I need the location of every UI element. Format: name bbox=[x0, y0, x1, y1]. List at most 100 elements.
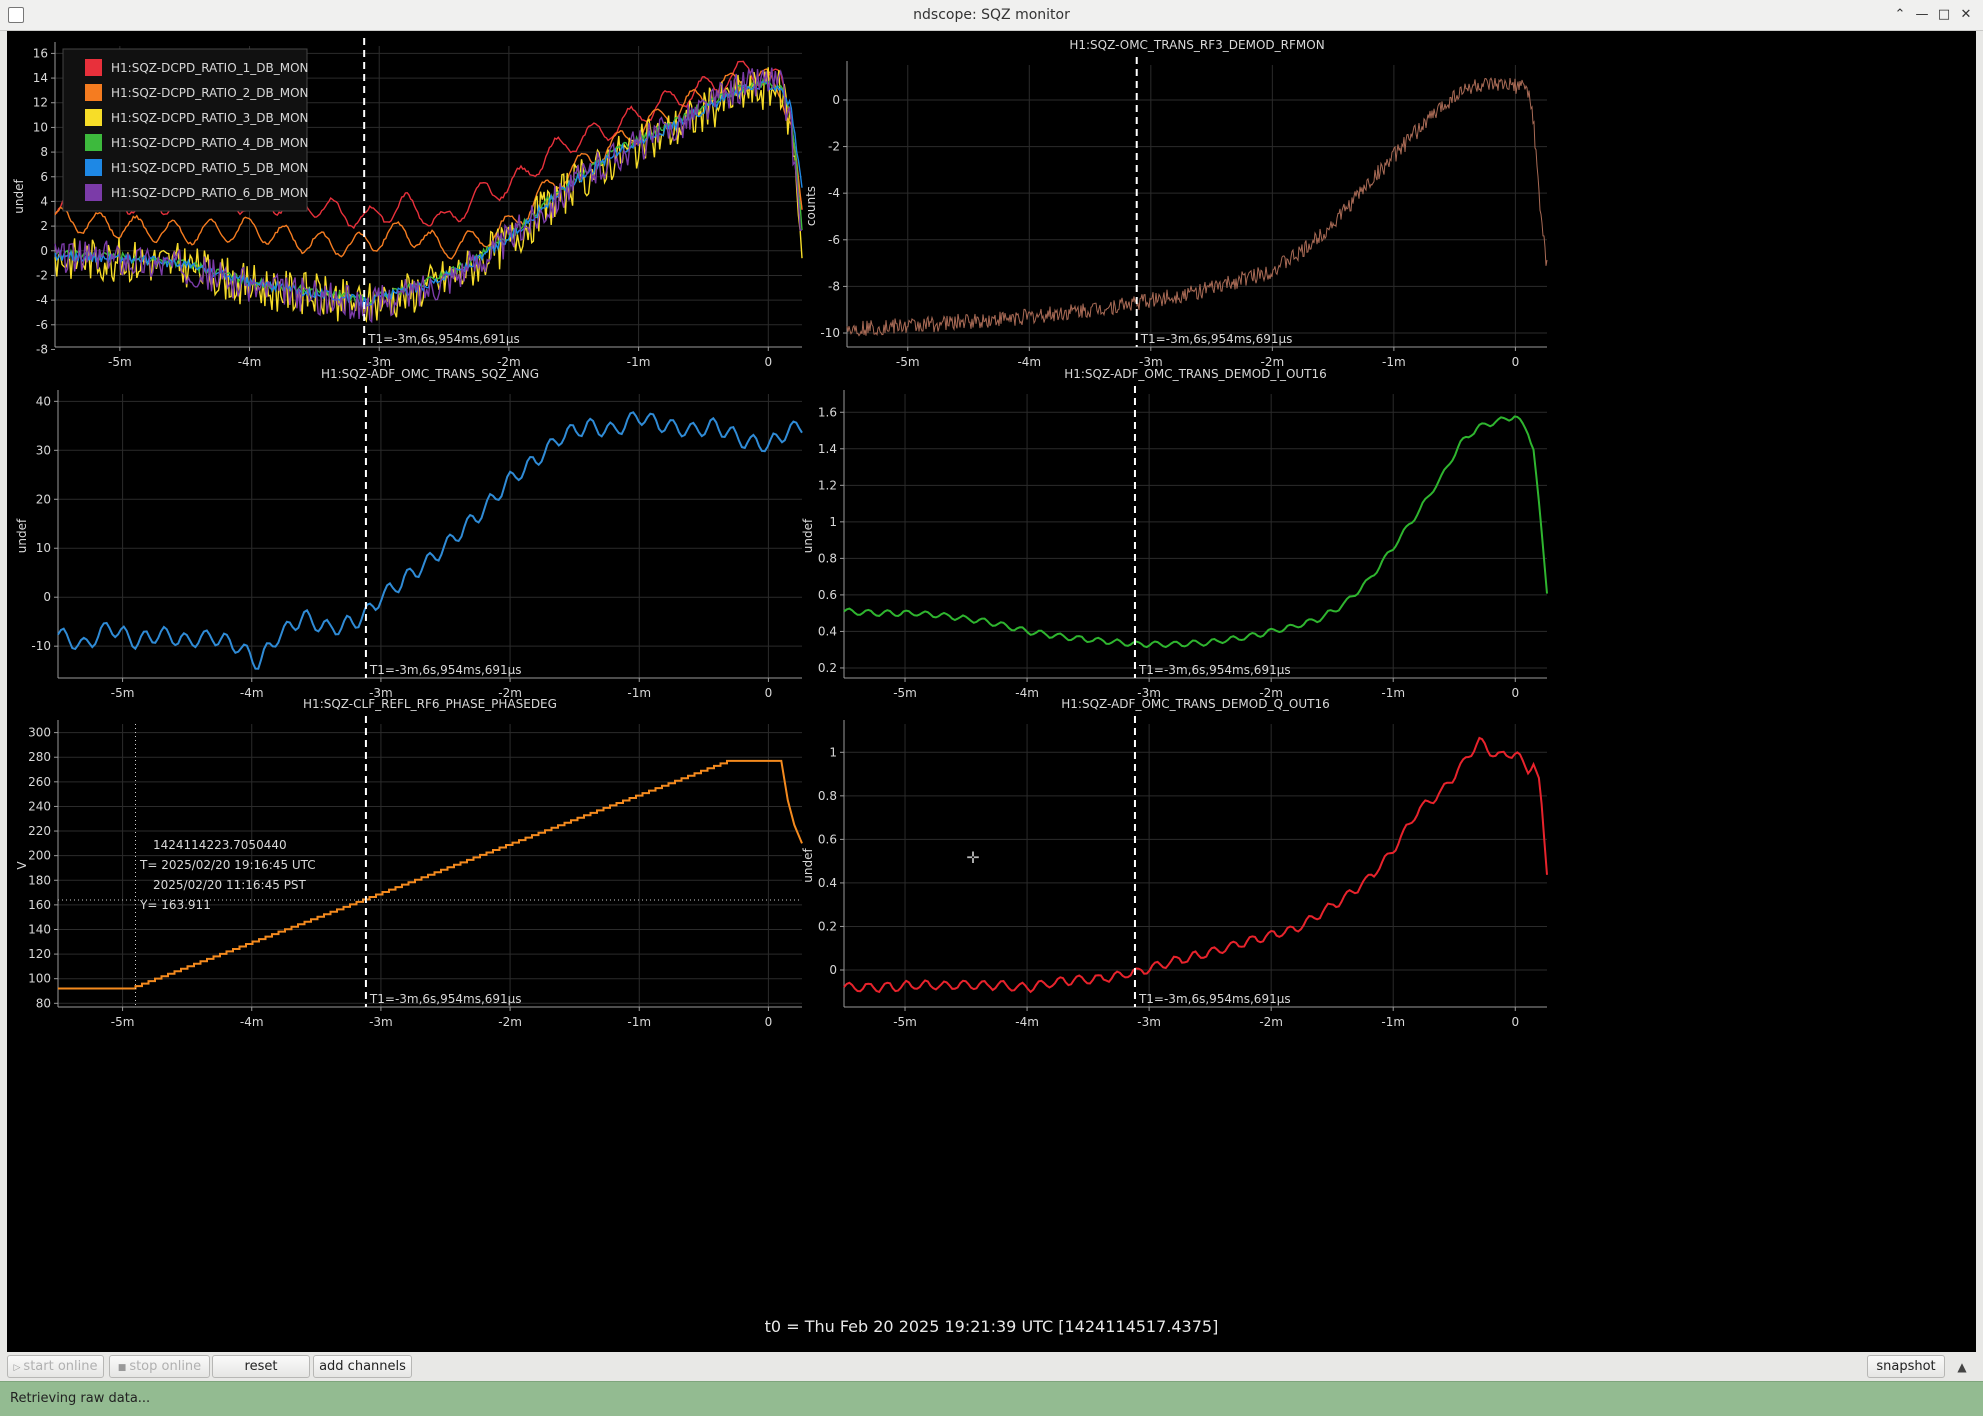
y-tick-label: 14 bbox=[33, 71, 48, 85]
y-axis-label: counts bbox=[804, 186, 818, 226]
panel-5: -5m -4m -3m -2m -1m 0 80 100 120 140 160 180 200 220 2… bbox=[15, 697, 803, 1029]
y-tick-label: -6 bbox=[36, 318, 48, 332]
legend-label: H1:SQZ-DCPD_RATIO_6_DB_MON bbox=[111, 186, 309, 200]
y-tick-label: 0.2 bbox=[818, 661, 837, 675]
x-tick-label: -3m bbox=[367, 355, 391, 369]
y-tick-label: 180 bbox=[28, 873, 51, 887]
legend: H1:SQZ-DCPD_RATIO_1_DB_MON H1:SQZ-DCPD_RA… bbox=[62, 48, 309, 212]
x-tick-label: -4m bbox=[1017, 355, 1041, 369]
y-tick-label: 120 bbox=[28, 947, 51, 961]
y-tick-label: 200 bbox=[28, 849, 51, 863]
y-tick-label: 0 bbox=[832, 93, 840, 107]
collapse-arrow-icon[interactable]: ▲ bbox=[1957, 1360, 1967, 1374]
y-tick-label: 10 bbox=[36, 541, 51, 555]
y-tick-label: 140 bbox=[28, 922, 51, 936]
reset-button[interactable]: reset bbox=[212, 1355, 310, 1378]
x-tick-label: -1m bbox=[627, 686, 651, 700]
minimize-button[interactable]: — bbox=[1915, 7, 1929, 22]
add-channels-button[interactable]: add channels bbox=[313, 1355, 412, 1378]
maximize-button[interactable]: □ bbox=[1937, 7, 1951, 22]
plot-area[interactable]: -5m -4m -3m -2m -1m 0 -8 -6 -4 -2 0 2 4 6 8 10 12 14 16 und… bbox=[7, 31, 1976, 1352]
x-tick-label: -2m bbox=[1259, 686, 1283, 700]
y-tick-label: -10 bbox=[820, 326, 840, 340]
y-tick-label: -8 bbox=[828, 279, 840, 293]
legend-label: H1:SQZ-DCPD_RATIO_1_DB_MON bbox=[111, 61, 309, 75]
y-tick-label: 0.8 bbox=[818, 789, 837, 803]
panel-title: H1:SQZ-ADF_OMC_TRANS_DEMOD_I_OUT16 bbox=[1064, 367, 1327, 381]
x-tick-label: -5m bbox=[111, 1015, 135, 1029]
window-shade-icon[interactable]: ⌃ bbox=[1894, 7, 1906, 22]
x-tick-label: 0 bbox=[765, 686, 773, 700]
x-tick-label: 0 bbox=[1511, 1015, 1519, 1029]
x-tick-label: -1m bbox=[1381, 686, 1405, 700]
y-axis-label: undef bbox=[12, 179, 26, 214]
x-tick-label: -2m bbox=[1261, 355, 1285, 369]
legend-label: H1:SQZ-DCPD_RATIO_5_DB_MON bbox=[111, 161, 309, 175]
y-tick-label: 20 bbox=[36, 492, 51, 506]
y-tick-label: 1 bbox=[829, 515, 837, 529]
legend-swatch bbox=[85, 59, 102, 76]
t0-label: t0 = Thu Feb 20 2025 19:21:39 UTC [14241… bbox=[764, 1317, 1219, 1336]
y-tick-label: 1 bbox=[829, 745, 837, 759]
x-tick-label: -3m bbox=[369, 1015, 393, 1029]
snapshot-button[interactable]: snapshot bbox=[1867, 1355, 1945, 1378]
legend-swatch bbox=[85, 159, 102, 176]
window-titlebar: ndscope: SQZ monitor ⌃ — □ ✕ bbox=[0, 0, 1983, 31]
legend-label: H1:SQZ-DCPD_RATIO_3_DB_MON bbox=[111, 111, 309, 125]
series-line-4 bbox=[54, 77, 803, 305]
y-tick-label: -2 bbox=[828, 140, 840, 154]
x-tick-label: -1m bbox=[1381, 1015, 1405, 1029]
y-tick-label: 80 bbox=[36, 996, 51, 1010]
legend-swatch bbox=[85, 109, 102, 126]
y-tick-label: 280 bbox=[28, 750, 51, 764]
panel-title: H1:SQZ-ADF_OMC_TRANS_SQZ_ANG bbox=[321, 367, 539, 381]
y-tick-label: 2 bbox=[40, 219, 48, 233]
y-tick-label: 260 bbox=[28, 775, 51, 789]
y-tick-label: 0 bbox=[829, 963, 837, 977]
x-tick-label: 0 bbox=[1511, 686, 1519, 700]
series-line-6 bbox=[54, 67, 803, 324]
y-axis-label: V bbox=[15, 861, 29, 870]
y-tick-label: 6 bbox=[40, 170, 48, 184]
y-tick-label: -6 bbox=[828, 233, 840, 247]
plot-grid[interactable]: -5m -4m -3m -2m -1m 0-8-6-4-20246810121416und… bbox=[7, 31, 1976, 1352]
x-tick-label: 0 bbox=[764, 355, 772, 369]
y-tick-label: 240 bbox=[28, 799, 51, 813]
y-tick-label: 0.4 bbox=[818, 624, 837, 638]
play-icon: ▷ bbox=[13, 1363, 21, 1373]
y-tick-label: 1.4 bbox=[818, 442, 837, 456]
y-tick-label: -4 bbox=[828, 186, 840, 200]
close-button[interactable]: ✕ bbox=[1960, 7, 1972, 22]
x-tick-label: -2m bbox=[498, 1015, 522, 1029]
x-tick-label: -2m bbox=[498, 686, 522, 700]
panel-title: H1:SQZ-OMC_TRANS_RF3_DEMOD_RFMON bbox=[1069, 38, 1324, 52]
series-line-1 bbox=[57, 411, 803, 670]
y-axis-label: undef bbox=[15, 518, 29, 553]
legend-label: H1:SQZ-DCPD_RATIO_4_DB_MON bbox=[111, 136, 309, 150]
x-tick-label: -1m bbox=[627, 1015, 651, 1029]
x-tick-label: -5m bbox=[893, 1015, 917, 1029]
y-axis-label: undef bbox=[801, 848, 815, 883]
status-text: Retrieving raw data... bbox=[10, 1391, 151, 1406]
x-tick-label: -2m bbox=[1259, 1015, 1283, 1029]
panel-3: -5m -4m -3m -2m -1m 0 -10 0 10 20 30 40 undef H1:SQZ-… bbox=[15, 367, 803, 700]
y-tick-label: 0.4 bbox=[818, 876, 837, 890]
y-tick-label: 12 bbox=[33, 96, 48, 110]
x-tick-label: 0 bbox=[765, 1015, 773, 1029]
y-axis-label: undef bbox=[801, 518, 815, 553]
x-tick-label: -1m bbox=[1382, 355, 1406, 369]
y-tick-label: 8 bbox=[40, 145, 48, 159]
y-tick-label: 0.6 bbox=[818, 832, 837, 846]
cursor-t1-label: T1=-3m,6s,954ms,691µs bbox=[1138, 992, 1291, 1006]
start-online-button[interactable]: ▷ start online bbox=[7, 1355, 104, 1378]
panel-title: H1:SQZ-ADF_OMC_TRANS_DEMOD_Q_OUT16 bbox=[1061, 697, 1330, 711]
x-tick-label: -3m bbox=[1139, 355, 1163, 369]
app-icon bbox=[8, 7, 24, 23]
series-line-3 bbox=[54, 67, 803, 323]
panel-2: -5m -4m -3m -2m -1m 0 -10 -8 -6 -4 -2 0 counts H1:SQZ… bbox=[804, 38, 1548, 369]
stop-online-button[interactable]: ■ stop online bbox=[109, 1355, 210, 1378]
cursor-t1-label: T1=-3m,6s,954ms,691µs bbox=[369, 663, 522, 677]
legend-label: H1:SQZ-DCPD_RATIO_2_DB_MON bbox=[111, 86, 309, 100]
panel-4: -5m -4m -3m -2m -1m 0 0.2 0.4 0.6 0.8 1 1.2 1.4 1.6 un… bbox=[801, 367, 1548, 700]
x-tick-label: 0 bbox=[1512, 355, 1520, 369]
